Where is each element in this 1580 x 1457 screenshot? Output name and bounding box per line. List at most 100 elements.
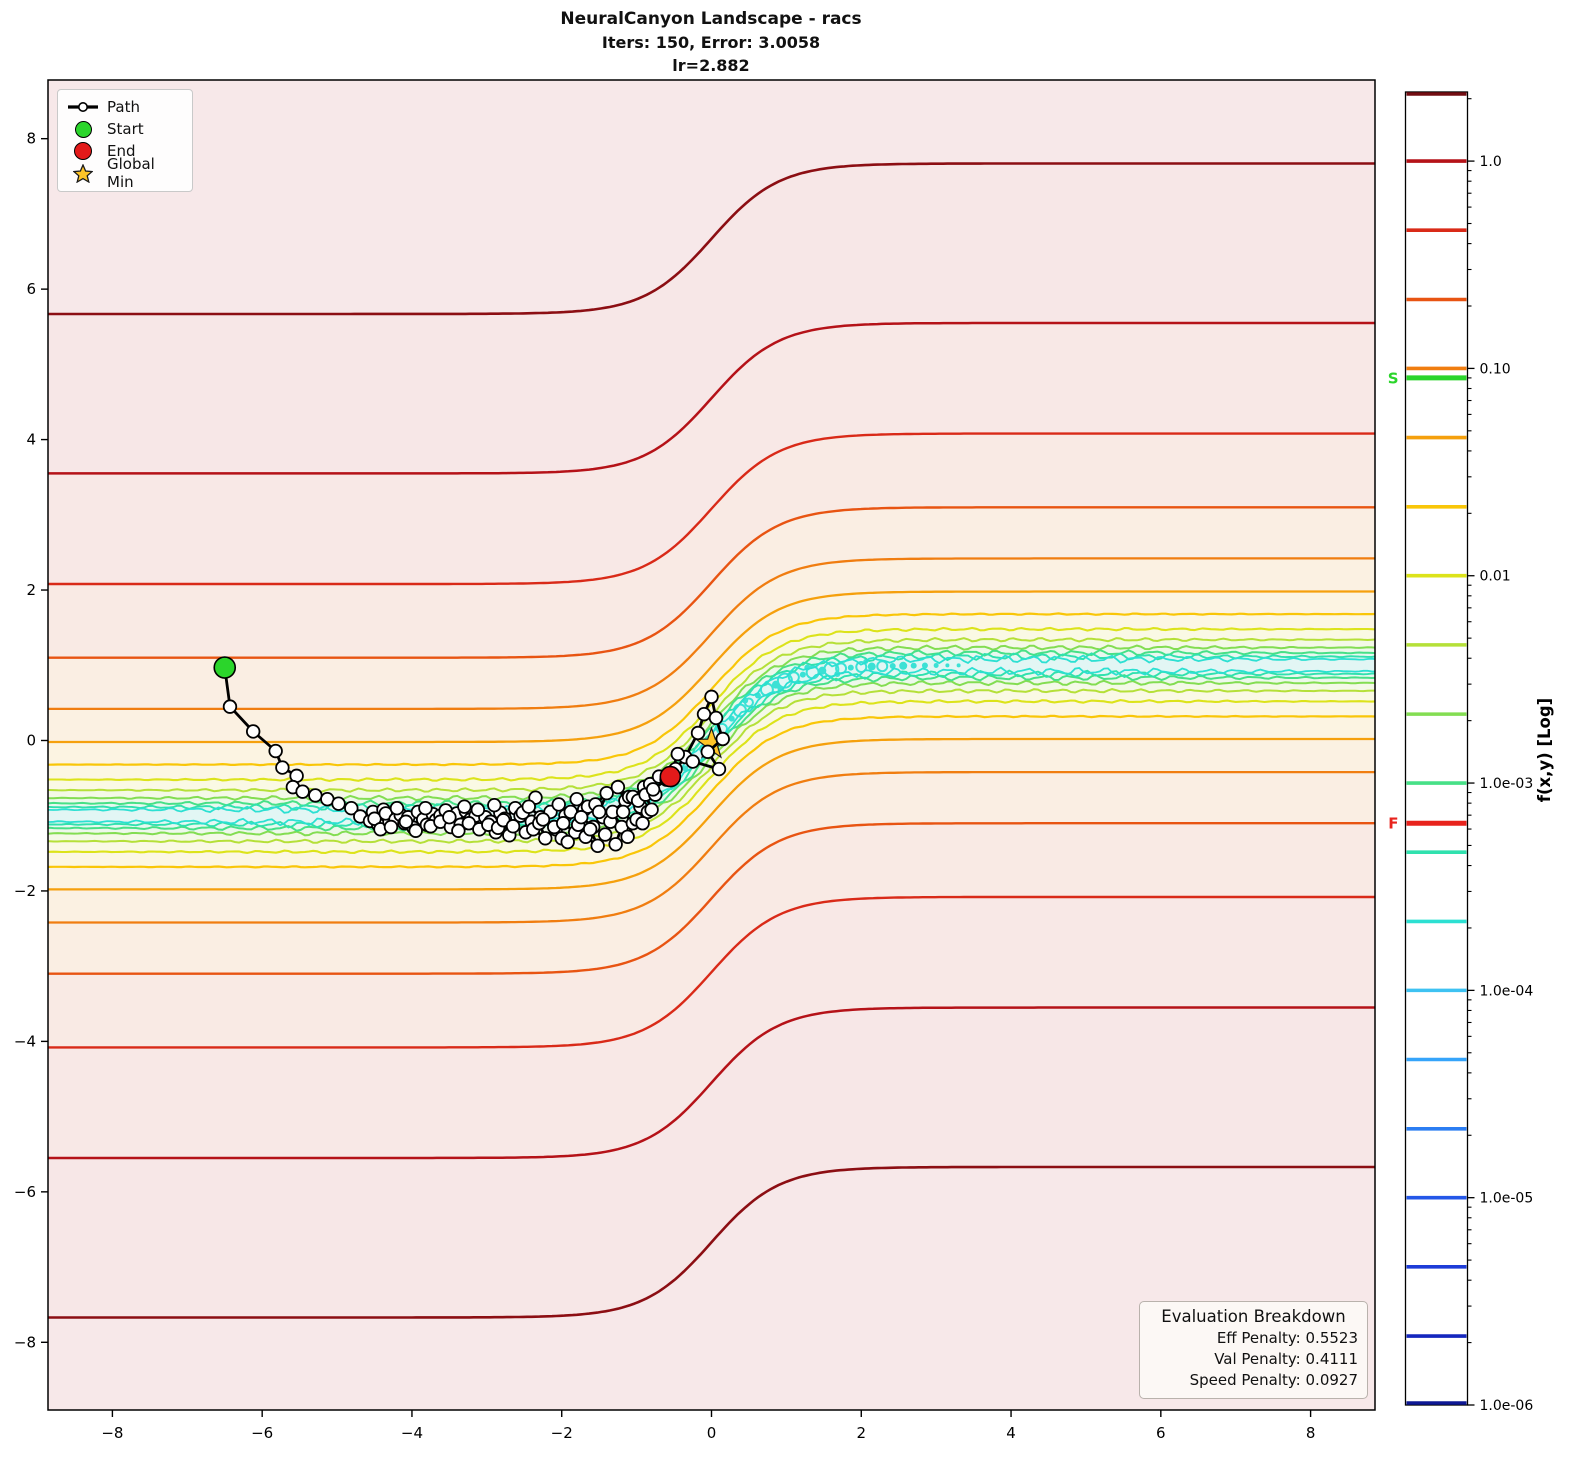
path-marker	[685, 754, 700, 769]
bead-contour-dot	[899, 661, 908, 670]
legend-label-start: Start	[107, 120, 144, 138]
bead-contour-dot	[823, 661, 840, 678]
legend-label-end: End	[107, 142, 136, 160]
global-min-star-icon	[67, 163, 99, 183]
contour-line-lower	[48, 688, 1375, 845]
path-marker	[715, 731, 730, 747]
path-marker	[690, 725, 706, 741]
end-marker	[659, 765, 682, 788]
y-tick-label: 6	[26, 280, 36, 298]
end-marker-icon	[67, 142, 99, 160]
path-marker	[487, 797, 502, 813]
bead-contour-dot	[732, 703, 747, 718]
bead-contour-dot	[863, 659, 869, 665]
path-marker	[608, 837, 623, 852]
contour-line-lower	[48, 1165, 1375, 1319]
plot-title: NeuralCanyon Landscape - racs	[560, 9, 862, 29]
y-tick-label: 2	[26, 581, 36, 599]
colorbar-tick-label: 1.0	[1480, 154, 1502, 170]
path-marker	[383, 819, 399, 835]
optimizer-path	[213, 656, 730, 854]
path-marker	[505, 819, 521, 834]
contour-line-upper	[48, 162, 1375, 316]
contour-line-lower	[48, 822, 1375, 975]
legend-item-end: End	[67, 140, 184, 162]
contour-line-upper	[48, 321, 1375, 475]
bead-contour-dot	[805, 665, 820, 680]
path-marker	[590, 838, 605, 854]
colorbar-start-line-label: S	[1388, 369, 1399, 387]
path-marker	[644, 802, 659, 817]
plot-subtitle-iters-error: Iters: 150, Error: 3.0058	[601, 33, 821, 52]
path-marker	[442, 810, 457, 825]
colorbar-lines	[1406, 92, 1467, 1405]
bead-contour-dot	[945, 663, 950, 668]
evaluation-breakdown-box: Evaluation Breakdown Eff Penalty: 0.5523…	[1139, 1301, 1368, 1399]
bead-contour-dot	[835, 662, 848, 675]
path-marker	[408, 823, 423, 838]
bead-contour-dot	[910, 662, 917, 669]
legend-item-start: Start	[67, 118, 184, 140]
contour-line-lower	[48, 770, 1375, 924]
contour-line-upper	[48, 649, 1375, 808]
path-marker	[538, 831, 553, 846]
start-marker-icon	[67, 120, 99, 138]
y-tick-label: −8	[14, 1333, 36, 1351]
contour-line-upper	[48, 506, 1375, 659]
path-marker	[331, 796, 346, 811]
path-marker	[711, 761, 727, 777]
plot-title-block: NeuralCanyon Landscape - racs Iters: 150…	[351, 8, 1071, 77]
colorbar	[1404, 91, 1469, 1406]
start-marker	[213, 656, 237, 679]
x-tick-label: 8	[1306, 1424, 1316, 1442]
bead-contour-dot	[867, 662, 876, 671]
colorbar-tick-label: 0.10	[1480, 361, 1511, 377]
y-tick-label: 8	[26, 130, 36, 148]
path-marker	[696, 706, 712, 722]
legend-item-path: Path	[67, 96, 184, 118]
x-tick-label: 4	[1006, 1424, 1016, 1442]
path-marker	[551, 797, 566, 812]
path-marker	[461, 816, 477, 831]
bead-contour-dot	[889, 662, 896, 669]
path-marker	[573, 810, 589, 825]
x-tick-label: −6	[251, 1424, 273, 1442]
x-tick-label: 6	[1156, 1424, 1166, 1442]
path-marker	[295, 784, 310, 799]
bead-contour-dot	[682, 765, 689, 772]
legend-label-path: Path	[107, 98, 140, 116]
bead-contour-dot	[743, 697, 754, 708]
colorbar-tick-label: 1.0e-04	[1480, 983, 1534, 999]
path-marker	[700, 744, 715, 759]
path-marker	[560, 834, 575, 850]
val-penalty-value: Val Penalty: 0.4111	[1214, 1350, 1358, 1368]
contour-line-upper	[48, 644, 1375, 802]
bead-contour-dot	[956, 663, 961, 668]
path-marker	[308, 788, 323, 803]
path-marker	[457, 799, 472, 814]
contour-line-lower	[48, 699, 1375, 855]
contour-line-lower	[48, 1006, 1375, 1160]
bead-contour-dot	[776, 672, 793, 689]
path-marker	[591, 804, 607, 820]
path-marker	[556, 816, 571, 831]
path-marker	[645, 782, 661, 797]
path-marker	[389, 800, 405, 816]
path-marker	[610, 779, 626, 795]
path-marker	[344, 800, 359, 816]
path-marker	[569, 791, 584, 807]
speed-penalty-value: Speed Penalty: 0.0927	[1189, 1371, 1358, 1389]
x-tick-label: −8	[101, 1424, 123, 1442]
x-tick-label: 2	[857, 1424, 867, 1442]
path-marker	[635, 816, 650, 831]
path-marker	[597, 827, 613, 842]
bead-contour-dot	[728, 715, 735, 722]
path-marker	[521, 799, 536, 814]
path-marker	[599, 785, 614, 801]
x-tick-label: −4	[401, 1424, 423, 1442]
path-marker	[535, 812, 551, 827]
bead-contour-dot	[847, 664, 854, 671]
bead-contour-dot	[855, 661, 868, 674]
